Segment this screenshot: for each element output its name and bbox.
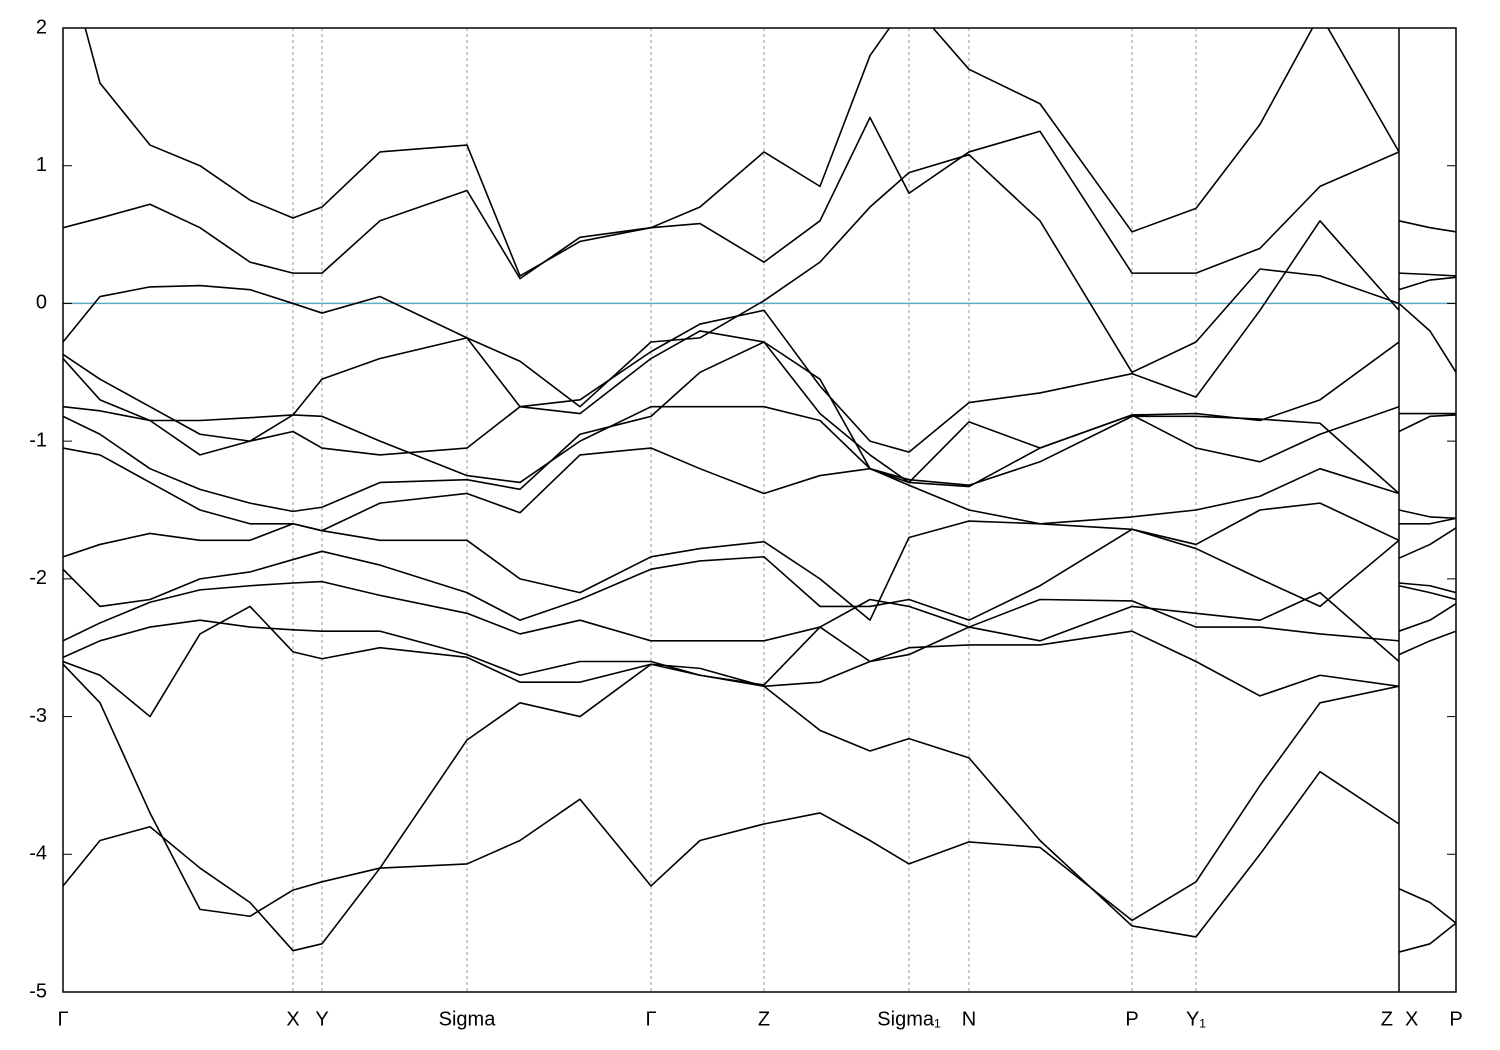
x-tick-label: Sigma xyxy=(439,1008,497,1030)
band-line xyxy=(63,591,1456,686)
y-tick-label: 2 xyxy=(36,16,47,38)
band-line xyxy=(63,341,1456,520)
band-line xyxy=(63,580,1456,663)
band-line xyxy=(63,528,1456,621)
band-line xyxy=(63,447,1456,532)
x-tick-label: P xyxy=(1449,1008,1462,1030)
y-tick-label: -3 xyxy=(29,705,47,727)
x-tick-label: Z xyxy=(758,1008,770,1030)
x-tick-label: N xyxy=(962,1008,976,1030)
x-tick-label: X xyxy=(286,1008,299,1030)
band-line xyxy=(63,502,1456,621)
y-tick-label: -5 xyxy=(29,980,47,1002)
band-line xyxy=(63,405,1456,488)
band-line xyxy=(63,220,1456,453)
band-line xyxy=(63,663,1456,924)
x-tick-label: Y xyxy=(315,1008,328,1030)
band-line xyxy=(63,116,1456,280)
x-tick-label: P xyxy=(1125,1008,1138,1030)
plot-frame xyxy=(62,27,1457,993)
y-tick-label: -2 xyxy=(29,567,47,589)
x-tick-label: Sigma₁ xyxy=(877,1008,941,1030)
band-line xyxy=(63,663,1456,953)
y-tick-label: 1 xyxy=(36,154,47,176)
y-tick-label: 0 xyxy=(36,292,47,314)
band-line xyxy=(63,153,1456,408)
y-tick-label: -1 xyxy=(29,429,47,451)
band-line xyxy=(84,28,1456,277)
x-tick-label: Z xyxy=(1381,1008,1393,1030)
band-line xyxy=(63,330,1456,484)
x-tick-label: X xyxy=(1405,1008,1418,1030)
x-tick-label: Γ xyxy=(57,1008,68,1030)
x-tick-label: Γ xyxy=(645,1008,656,1030)
band-line xyxy=(63,582,1456,718)
y-tick-label: -4 xyxy=(29,843,47,865)
x-tick-label: Y₁ xyxy=(1186,1008,1206,1030)
